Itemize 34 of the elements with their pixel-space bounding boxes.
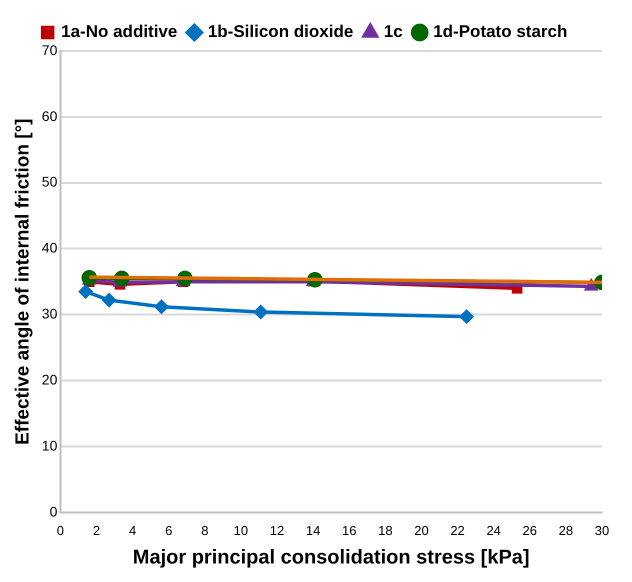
point	[254, 305, 268, 319]
x-tick-label: 30	[594, 522, 610, 538]
x-tick-label: 24	[486, 522, 501, 538]
x-tick-label: 18	[378, 522, 393, 538]
x-tick-label: 10	[234, 522, 248, 538]
y-tick-label: 60	[42, 108, 58, 124]
y-tick-label: 30	[42, 306, 58, 322]
x-tick-label: 26	[522, 522, 538, 538]
legend-label: 1d-Potato starch	[433, 22, 568, 42]
y-tick-label: 0	[50, 503, 58, 520]
x-tick-label: 2	[92, 522, 100, 538]
y-tick-label: 10	[42, 437, 58, 454]
y-tick-label: 40	[42, 240, 58, 256]
legend-label: 1a-No additive	[61, 22, 178, 42]
point	[102, 293, 116, 307]
legend-label: 1c	[384, 22, 403, 42]
x-tick-label: 22	[450, 522, 465, 538]
x-tick-label: 28	[558, 522, 574, 538]
legend-label: 1b-Silicon dioxide	[208, 22, 354, 42]
y-tick-label: 20	[42, 371, 58, 388]
x-tick-label: 14	[306, 522, 320, 538]
point	[460, 310, 474, 324]
x-tick-label: 4	[128, 522, 136, 538]
x-axis-title: Major principal consolidation stress [kPa]	[132, 546, 530, 569]
x-tick-label: 16	[342, 522, 356, 538]
x-tick-label: 8	[201, 522, 208, 538]
y-tick-label: 50	[42, 174, 58, 190]
point	[154, 300, 168, 314]
y-axis-title: Effective angle of internal friction [°]	[12, 118, 34, 445]
x-tick-label: 12	[270, 522, 284, 538]
x-tick-label: 20	[414, 522, 429, 538]
point	[78, 284, 92, 298]
y-tick-label: 70	[42, 42, 58, 58]
x-tick-label: 6	[165, 522, 172, 538]
